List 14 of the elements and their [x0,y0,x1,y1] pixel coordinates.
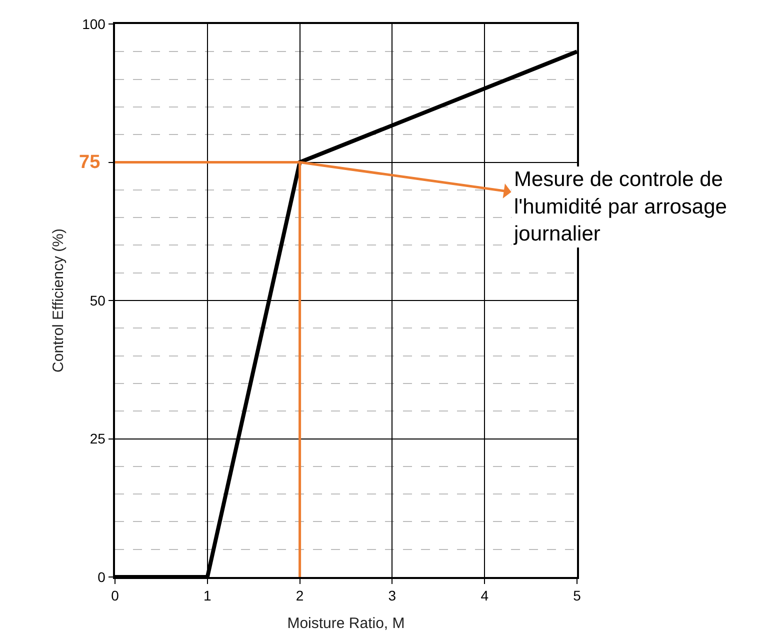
annotation: Mesure de controle de l'humidité par arrosage journalier [513,168,727,246]
y-tick-label: 50 [90,292,106,308]
y-axis-title: Control Efficiency (%) [50,228,67,372]
ref-line-label: 75 [79,152,101,173]
y-tick-label: 0 [98,568,106,585]
x-tick-label: 4 [480,588,489,604]
x-tick-label: 5 [573,588,582,604]
x-tick-label: 1 [204,588,212,604]
x-tick-label: 0 [111,588,120,604]
y-tick-label: 100 [82,16,106,32]
y-tick-label: 25 [90,430,106,447]
x-axis-title: Moisture Ratio, M [287,615,405,632]
x-tick-label: 2 [296,588,304,604]
x-tick-label: 3 [388,588,396,604]
